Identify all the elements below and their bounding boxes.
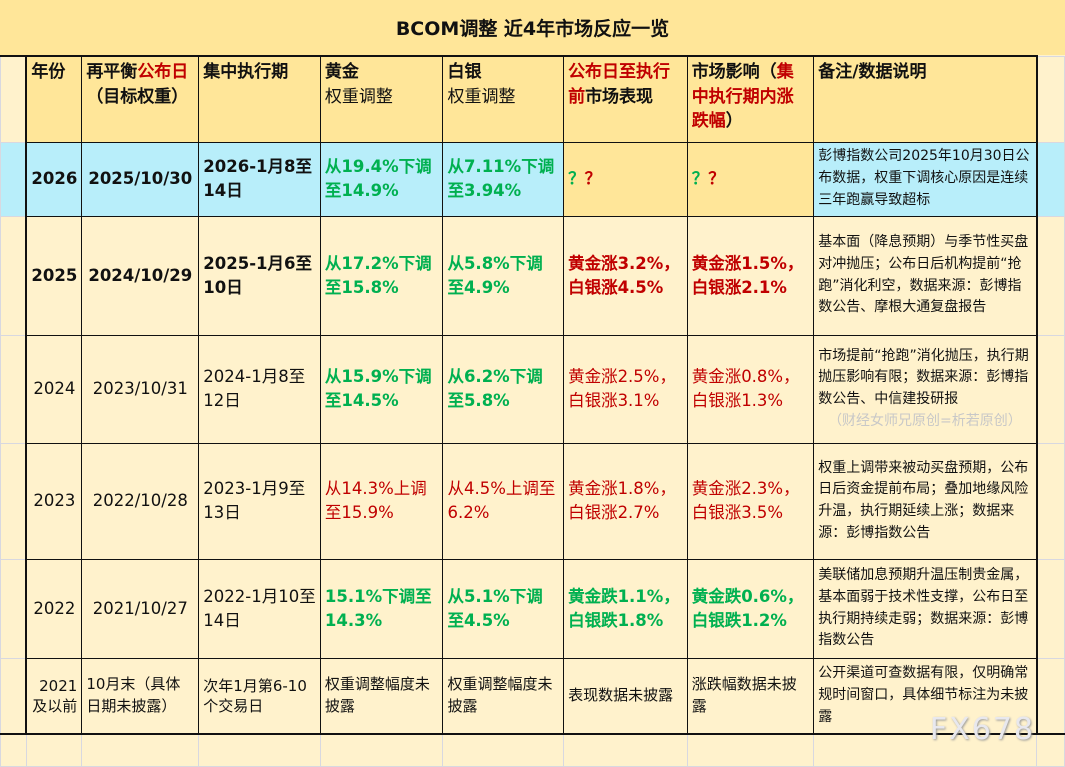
silver-cell: 从6.2%下调至5.8% [442,334,565,444]
year-cell: 2024 [25,334,83,444]
announce-cell: 2025/10/30 [81,141,200,217]
announce-cell: 10月末（具体日期未披露） [81,657,200,735]
header-row: 年份 再平衡公布日（目标权重） 集中执行期 黄金 权重调整 白银 权重调整 公布日至… [0,55,1065,143]
table-title: BCOM调整 近4年市场反应一览 [0,0,1065,55]
header-gold: 黄金 权重调整 [319,55,444,143]
impact-cell: 黄金涨0.8%，白银涨1.3% [686,334,815,444]
header-silver: 白银 权重调整 [442,55,565,143]
silver-cell: 从5.8%下调至4.9% [442,215,565,336]
notes-cell: 公开渠道可查数据有限，仅明确常规时间窗口，具体细节标注为未披露 [813,657,1038,735]
exec-cell: 次年1月第6-10个交易日 [198,657,321,735]
announce-cell: 2024/10/29 [81,215,200,336]
gold-cell: 从14.3%上调至15.9% [319,442,444,560]
year-cell: 2026 [25,141,83,217]
impact-cell: 黄金跌0.6%，白银跌1.2% [686,558,815,659]
silver-cell: 从4.5%上调至6.2% [442,442,565,560]
exec-cell: 2023-1月9至13日 [198,442,321,560]
pre-cell: ？？ [563,141,688,217]
exec-cell: 2026-1月8至14日 [198,141,321,217]
table-row: 2021及以前 10月末（具体日期未披露） 次年1月第6-10个交易日 权重调整… [0,657,1065,735]
gold-cell: 权重调整幅度未披露 [319,657,444,735]
silver-cell: 权重调整幅度未披露 [442,657,565,735]
bcom-table: 年份 再平衡公布日（目标权重） 集中执行期 黄金 权重调整 白银 权重调整 公布日至… [0,55,1065,767]
header-exec: 集中执行期 [198,55,321,143]
gold-cell: 从19.4%下调至14.9% [319,141,444,217]
impact-cell: 涨跌幅数据未披露 [686,657,815,735]
watermark-text: （财经女师兄原创=析若原创） [828,412,1022,429]
impact-cell: 黄金涨2.3%，白银涨3.5% [686,442,815,560]
silver-cell: 从5.1%下调至4.5% [442,558,565,659]
header-notes: 备注/数据说明 [813,55,1038,143]
pre-cell: 黄金跌1.1%，白银跌1.8% [563,558,688,659]
exec-cell: 2022-1月10至14日 [198,558,321,659]
gold-cell: 从17.2%下调至15.8% [319,215,444,336]
exec-cell: 2025-1月6至10日 [198,215,321,336]
fx678-watermark-logo: FX678 [929,712,1035,747]
table-row: 2026 2025/10/30 2026-1月8至14日 从19.4%下调至14… [0,141,1065,217]
pre-cell: 表现数据未披露 [563,657,688,735]
pre-cell: 黄金涨1.8%，白银涨2.7% [563,442,688,560]
header-impact: 市场影响（集中执行期内涨跌幅） [686,55,815,143]
year-cell: 2025 [25,215,83,336]
notes-cell: 基本面（降息预期）与季节性买盘对冲抛压；公布日后机构提前“抢跑”消化利空，数据来… [813,215,1038,336]
year-cell: 2023 [25,442,83,560]
year-cell: 2021及以前 [25,657,83,735]
year-cell: 2022 [25,558,83,659]
gold-cell: 从15.9%下调至14.5% [319,334,444,444]
table-row: 2023 2022/10/28 2023-1月9至13日 从14.3%上调至15… [0,442,1065,560]
table-row: 2025 2024/10/29 2025-1月6至10日 从17.2%下调至15… [0,215,1065,336]
table-row: 2022 2021/10/27 2022-1月10至14日 15.1%下调至14… [0,558,1065,659]
empty-row [0,734,1065,767]
notes-cell: 彭博指数公司2025年10月30日公布数据，权重下调核心原因是连续三年跑赢导致超… [813,141,1038,217]
header-year: 年份 [25,55,83,143]
table-row: 2024 2023/10/31 2024-1月8至12日 从15.9%下调至14… [0,334,1065,444]
header-pre: 公布日至执行前市场表现 [563,55,688,143]
silver-cell: 从7.11%下调至3.94% [442,141,565,217]
pre-cell: 黄金涨3.2%，白银涨4.5% [563,215,688,336]
announce-cell: 2022/10/28 [81,442,200,560]
announce-cell: 2023/10/31 [81,334,200,444]
exec-cell: 2024-1月8至12日 [198,334,321,444]
notes-cell: 市场提前“抢跑”消化抛压，执行期抛压影响有限；数据来源：彭博指数公告、中信建投研… [813,334,1038,444]
announce-cell: 2021/10/27 [81,558,200,659]
impact-cell: ？？ [686,141,815,217]
notes-cell: 权重上调带来被动买盘预期，公布日后资金提前布局；叠加地缘风险升温，执行期延续上涨… [813,442,1038,560]
notes-cell: 美联储加息预期升温压制贵金属，基本面弱于技术性支撑，公布日至执行期持续走弱；数据… [813,558,1038,659]
header-announce: 再平衡公布日（目标权重） [81,55,200,143]
impact-cell: 黄金涨1.5%，白银涨2.1% [686,215,815,336]
gold-cell: 15.1%下调至14.3% [319,558,444,659]
pre-cell: 黄金涨2.5%，白银涨3.1% [563,334,688,444]
